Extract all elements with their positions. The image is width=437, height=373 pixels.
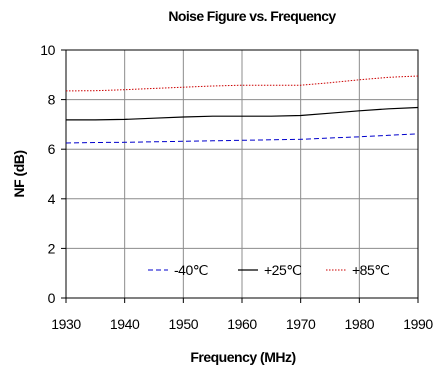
x-tick-label: 1930 <box>51 316 81 332</box>
x-axis-title: Frequency (MHz) <box>190 349 295 365</box>
y-tick-label: 8 <box>48 92 56 108</box>
plot-area-border <box>65 49 419 299</box>
y-tick-label: 6 <box>48 141 56 157</box>
grid-lines <box>61 49 419 303</box>
x-tick-label: 1950 <box>169 316 199 332</box>
series-line-1 <box>65 133 419 144</box>
x-tick-label: 1940 <box>110 316 140 332</box>
x-tick-label: 1990 <box>403 316 433 332</box>
legend-label-3: +85℃ <box>352 262 389 278</box>
x-tick-label: 1970 <box>286 316 316 332</box>
chart-title: Noise Figure vs. Frequency <box>168 8 336 24</box>
y-tick-label: 2 <box>48 240 56 256</box>
tick-labels: 1930 1940 1950 1960 1970 1980 1990 0 2 4 6 8 10 <box>40 42 434 332</box>
y-tick-label: 10 <box>40 42 55 58</box>
y-tick-label: 0 <box>48 290 56 306</box>
legend-label-2: +25℃ <box>264 262 301 278</box>
series-layer <box>65 75 419 144</box>
y-axis-title: NF (dB) <box>11 150 27 197</box>
series-line-2 <box>66 106 419 121</box>
x-tick-label: 1960 <box>227 316 257 332</box>
legend: -40℃ +25℃ +85℃ <box>148 262 390 278</box>
x-tick-label: 1980 <box>345 316 375 332</box>
y-tick-label: 4 <box>48 191 56 207</box>
legend-label-1: -40℃ <box>174 262 208 278</box>
